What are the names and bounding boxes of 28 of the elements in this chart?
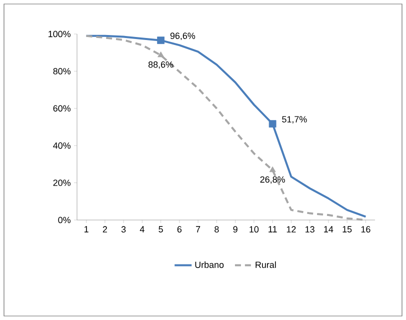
x-tick-label: 2	[102, 226, 107, 232]
x-tick-label: 5	[158, 226, 163, 232]
x-tick-label: 8	[214, 226, 219, 233]
x-tick-label: 15	[342, 226, 352, 232]
data-label: 96,6%	[170, 32, 196, 40]
data-label: 88,6%	[148, 61, 174, 69]
x-tick-label: 9	[233, 226, 238, 233]
legend-label: Rural	[256, 261, 276, 268]
x-tick-label: 12	[286, 226, 296, 232]
x-tick-label: 13	[306, 226, 314, 233]
y-tick-label: 0%	[58, 216, 71, 224]
y-tick-label: 80%	[53, 68, 71, 74]
data-label: 51,7%	[282, 116, 307, 124]
x-tick-label: 16	[361, 226, 370, 233]
x-tick-label: 6	[177, 226, 182, 233]
legend-label: Urbano	[195, 261, 224, 268]
x-tick-label: 10	[250, 226, 259, 233]
y-tick-label: 40%	[53, 142, 71, 149]
y-tick-label: 20%	[53, 180, 71, 186]
x-tick-label: 7	[196, 226, 200, 232]
data-label: 26,8%	[260, 176, 285, 184]
x-tick-label: 1	[84, 226, 88, 232]
x-tick-label: 11	[268, 226, 277, 232]
y-tick-label: 100%	[48, 30, 70, 38]
x-tick-label: 14	[324, 226, 334, 232]
x-tick-label: 4	[140, 226, 144, 232]
y-tick-label: 60%	[53, 105, 71, 112]
x-tick-label: 3	[121, 226, 126, 233]
